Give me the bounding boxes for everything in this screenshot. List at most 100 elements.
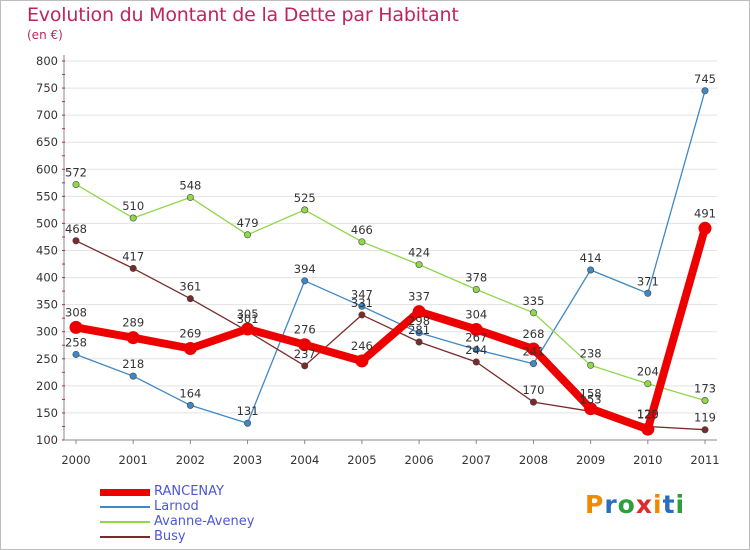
data-label: 258 [65,335,87,349]
legend-swatch [100,506,150,508]
data-label: 241 [522,345,544,359]
series-line-avanne-aveney [75,183,706,402]
y-tick-label: 750 [36,81,58,95]
data-label: 246 [351,339,373,353]
logo-letter: x [635,490,653,519]
x-tick-label: 2009 [576,453,605,467]
logo-letter: i [653,490,663,519]
data-label: 417 [122,249,144,263]
logo-letter: P [585,490,605,519]
data-point [587,361,595,369]
x-tick-label: 2008 [519,453,548,467]
data-point [358,302,366,310]
legend-item-avanne-aveney: Avanne-Aveney [100,514,320,530]
data-point [644,380,652,388]
data-point [584,402,598,416]
data-point [526,342,540,356]
data-point [183,341,197,355]
data-point [298,338,312,352]
legend-item-busy: Busy [100,529,320,545]
data-label: 276 [294,323,316,337]
data-label: 289 [122,316,144,330]
logo-letter: i [675,490,686,519]
data-point [301,362,309,370]
data-point [126,331,140,345]
data-label: 335 [522,294,544,308]
data-point [129,264,137,272]
data-label: 120 [637,407,659,421]
y-tick-label: 100 [36,433,58,447]
data-point [186,193,194,201]
logo-letter: o [617,490,636,519]
data-label: 237 [294,347,316,361]
y-tick-label: 250 [36,352,58,366]
data-label: 371 [637,274,659,288]
data-label: 347 [351,287,373,301]
logo-letter: t [662,490,676,519]
legend-label: Avanne-Aveney [154,514,255,529]
y-tick-label: 300 [36,325,58,339]
data-point [72,180,80,188]
data-point [244,231,252,239]
y-tick-label: 400 [36,271,58,285]
data-point [698,221,712,235]
data-point [415,261,423,269]
legend-item-larnod: Larnod [100,499,320,515]
series-line-larnod [75,90,706,424]
legend-swatch [100,536,150,538]
data-label: 525 [294,191,316,205]
data-point [529,309,537,317]
data-point [301,206,309,214]
data-label: 305 [237,307,259,321]
data-point [129,372,137,380]
data-point [244,419,252,427]
data-point [301,277,309,285]
data-point [72,237,80,245]
data-label: 301 [237,312,259,326]
data-label: 414 [580,251,602,265]
data-label: 158 [580,387,602,401]
data-point [358,311,366,319]
data-point [415,338,423,346]
data-point [472,285,480,293]
x-tick-label: 2004 [290,453,319,467]
data-label: 244 [465,343,487,357]
legend-swatch [100,488,150,496]
data-label: 361 [179,280,201,294]
data-label: 378 [465,270,487,284]
data-point [69,320,83,334]
data-label: 424 [408,246,430,260]
logo-letter: r [604,490,618,519]
data-label: 153 [580,392,602,406]
data-label: 572 [65,165,87,179]
x-tick-label: 2002 [176,453,205,467]
data-label: 337 [408,290,430,304]
legend-label: Busy [154,529,186,544]
data-point [186,401,194,409]
data-label: 510 [122,199,144,213]
data-label: 466 [351,223,373,237]
data-label: 267 [465,331,487,345]
y-tick-label: 500 [36,216,58,230]
data-label: 468 [65,222,87,236]
data-label: 131 [237,404,259,418]
data-label: 125 [637,407,659,421]
data-label: 269 [179,326,201,340]
x-tick-label: 2003 [233,453,262,467]
data-point [587,266,595,274]
legend-label: Larnod [154,499,199,514]
data-label: 298 [408,314,430,328]
data-label: 394 [294,262,316,276]
data-label: 164 [179,386,201,400]
series-line-rancenay [72,224,709,434]
data-point [186,295,194,303]
data-point [701,87,709,95]
y-tick-label: 450 [36,244,58,258]
data-point [129,214,137,222]
data-point [641,422,655,436]
x-tick-label: 2005 [347,453,376,467]
data-label: 218 [122,357,144,371]
legend-swatch [100,521,150,523]
